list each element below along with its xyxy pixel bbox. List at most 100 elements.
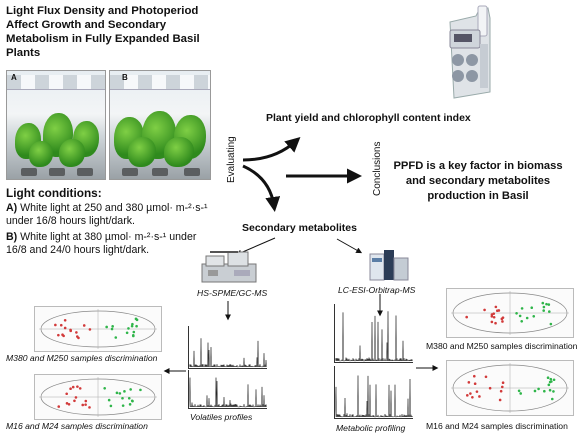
scatter-point-green [533, 389, 537, 393]
scatter-point-green [525, 316, 529, 320]
scatter-point-red [75, 331, 78, 334]
scatter-point-red [82, 324, 86, 327]
scatter-point-red [488, 386, 492, 390]
scatter-point-red [63, 318, 67, 322]
scatter-point-green [546, 376, 550, 380]
scatter-point-green [131, 322, 134, 326]
scatter-point-red [69, 387, 72, 391]
scatter-point-green [545, 302, 548, 306]
scatter-point-green [129, 388, 132, 391]
scatter-point-green [125, 331, 129, 335]
chromatogram-left-top [188, 326, 267, 369]
scatter-point-red [492, 315, 496, 319]
scatter-point-red [84, 403, 87, 406]
lc-ms-instrument-icon [369, 250, 409, 281]
figure-title: Light Flux Density and Photoperiod Affec… [6, 5, 200, 59]
scatter-point-red [475, 390, 479, 393]
scatter-point-red [88, 406, 91, 409]
scatter-point-green [107, 398, 111, 402]
chromatogram-trace [335, 375, 413, 418]
scatter-point-green [548, 310, 551, 313]
scatter-point-red [57, 405, 61, 408]
secondary-metabolites-heading: Secondary metabolites [242, 222, 357, 234]
scatter-plot-left-bottom [34, 374, 162, 420]
scatter-point-green [111, 325, 114, 328]
scatter-point-red [54, 323, 57, 327]
scatter-point-green [532, 314, 536, 318]
chromatogram-trace [335, 311, 413, 362]
scatter-point-red [490, 315, 494, 318]
scatter-point-green [127, 396, 131, 400]
scatter-point-green [537, 387, 540, 391]
scatter-point-green [128, 403, 132, 406]
scatter-point-green [115, 391, 119, 395]
scatter-point-green [541, 301, 545, 305]
scatter-point-red [71, 385, 75, 389]
scatter-point-green [518, 314, 522, 318]
scatter-point-red [63, 326, 67, 330]
scatter-point-red [484, 375, 488, 379]
scatter-point-red [57, 333, 60, 337]
scatter-point-green [542, 305, 546, 309]
chromatogram-trace [189, 338, 267, 368]
scatter-point-green [549, 322, 553, 326]
scatter-point-green [132, 334, 135, 338]
scatter-point-green [121, 404, 125, 407]
scatter-point-red [473, 382, 477, 386]
scatter-point-green [130, 324, 134, 328]
scatter-point-green [550, 380, 553, 383]
chromatogram-right-bottom [334, 366, 413, 419]
chlorophyll-meter-icon [449, 5, 491, 99]
scatter-point-red [75, 335, 79, 338]
photo-a-label: A [11, 73, 17, 82]
gc-ms-method-label: HS-SPME/GC-MS [197, 288, 268, 298]
scatter-point-red [65, 392, 68, 396]
scatter-point-red [81, 403, 85, 407]
scatter-point-green [550, 397, 554, 401]
scatter-point-red [76, 385, 79, 388]
scatter-point-green [135, 318, 139, 322]
scatter-point-red [494, 305, 498, 309]
light-condition-a-prefix: A) [6, 202, 18, 214]
scatter-point-green [118, 392, 122, 395]
light-condition-b: B) White light at 380 µmol· m-²·s-¹ unde… [6, 231, 211, 257]
scatter-point-red [472, 374, 476, 378]
scatter-point-green [519, 392, 522, 395]
scatter-point-red [500, 317, 504, 321]
scatter-point-red [467, 381, 471, 384]
lc-ms-method-label: LC-ESI-Orbitrap-MS [338, 285, 416, 295]
light-condition-a-text: White light at 250 and 380 µmol· m-²·s-¹… [6, 202, 208, 227]
light-condition-a: A) White light at 250 and 380 µmol· m-²·… [6, 202, 211, 228]
scatter-point-green [131, 399, 134, 403]
photo-a-growth-chamber: A [6, 70, 106, 180]
scatter-point-red [501, 381, 505, 385]
scatter-point-green [515, 312, 518, 315]
chromatogram-trace [189, 377, 267, 408]
scatter-point-red [483, 308, 486, 312]
scatter-point-green [543, 389, 546, 393]
scatter-point-green [547, 383, 551, 387]
scatter-plot-right-top [446, 288, 574, 338]
scatter-point-green [548, 388, 552, 392]
scatter-point-red [500, 385, 504, 389]
scatter-point-green [135, 324, 138, 328]
scatter-point-green [520, 319, 524, 323]
scatter-point-green [114, 336, 118, 339]
scatter-point-green [549, 377, 553, 381]
scatter-point-red [78, 387, 82, 390]
scatter-point-red [67, 402, 71, 406]
scatter-point-red [88, 328, 92, 331]
scatter-point-green [552, 390, 555, 393]
scatter-point-green [542, 309, 546, 312]
scatter-point-red [499, 389, 503, 393]
conclusion-text: PPFD is a key factor in biomass and seco… [393, 160, 563, 202]
scatter-plot-right-bottom [446, 360, 574, 416]
scatter-point-green [530, 306, 534, 309]
scatter-point-green [121, 396, 124, 400]
chromatogram-right-top [334, 304, 413, 363]
scatter-point-green [547, 303, 551, 306]
scatter-point-red [471, 395, 474, 399]
scatter-point-red [494, 321, 497, 325]
scatter-point-green [105, 325, 108, 329]
scatter-point-green [109, 404, 113, 408]
